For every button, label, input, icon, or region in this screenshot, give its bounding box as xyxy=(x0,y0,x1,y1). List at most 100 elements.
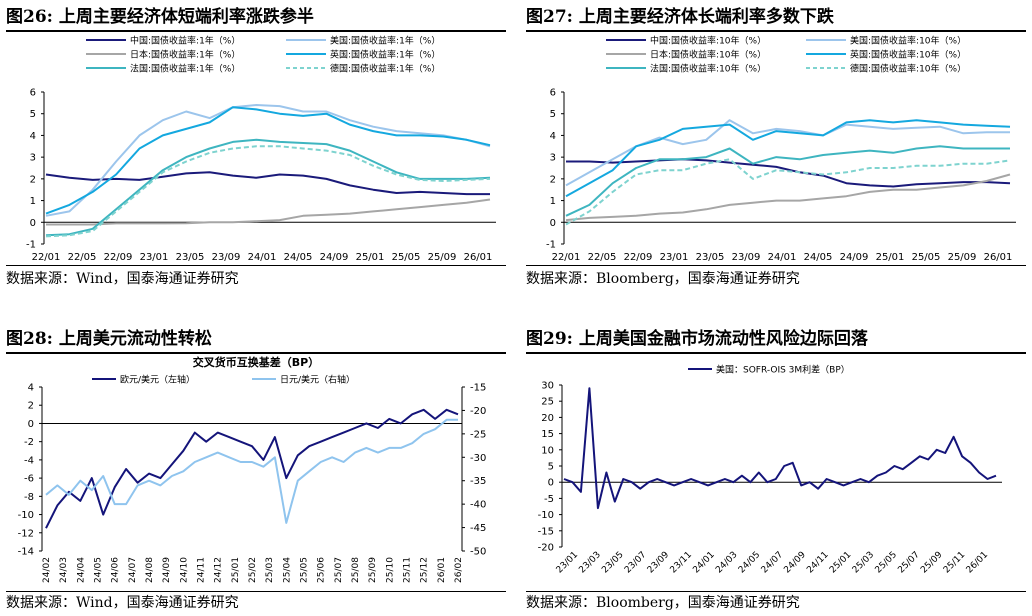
fig29-chart: 美国：SOFR-OIS 3M利差（BP） 30 25 20 15 10 5 0 -5 -10 -15… xyxy=(538,364,1002,576)
x-tick-label-7: 24/03 xyxy=(714,550,739,575)
x-tick-label-10: 25/05 xyxy=(912,252,941,263)
x-tick-label-0: 22/01 xyxy=(32,252,61,263)
x-tick-label-16: 25/09 xyxy=(919,550,945,576)
x-tick-label-24: 26/02 xyxy=(454,557,464,583)
x-tick-label-11: 25/09 xyxy=(948,252,977,263)
legend-label-3: 英国:国债收益率:1年（%） xyxy=(330,49,440,61)
fig29-source: 数据来源：Bloomberg，国泰海通证券研究 xyxy=(526,595,800,611)
y-right-tick-label-0: -15 xyxy=(470,383,486,394)
x-tick-label-4: 24/06 xyxy=(111,557,121,583)
y-tick-label-4: 3 xyxy=(30,153,36,164)
x-tick-label-23: 26/01 xyxy=(437,557,447,583)
legend-label-2: 日本:国债收益率:10年（%） xyxy=(650,49,766,61)
chart-title: 交叉货币互换基差（BP） xyxy=(193,355,319,369)
y-left-tick-label-0: 4 xyxy=(28,383,34,394)
fig29-source-rule xyxy=(526,591,1026,592)
x-tick-label-0: 22/01 xyxy=(552,252,581,263)
fig28-title-rule xyxy=(6,352,506,354)
x-tick-label-6: 24/08 xyxy=(145,557,155,583)
legend-label-0: 美国：SOFR-OIS 3M利差（BP） xyxy=(716,364,850,376)
panel-fig27: 图27: 上周主要经济体长端利率多数下跌 中国:国债收益率:10年（%） 美国:国… xyxy=(526,4,1026,294)
series-line-4 xyxy=(45,138,491,237)
fig28-source: 数据来源：Wind，国泰海通证券研究 xyxy=(6,595,239,611)
x-tick-label-8: 24/10 xyxy=(179,557,189,583)
x-tick-label-4: 23/05 xyxy=(696,252,725,263)
series-line-0 xyxy=(45,408,459,529)
x-tick-label-3: 23/01 xyxy=(660,252,689,263)
x-tick-label-2: 22/09 xyxy=(624,252,653,263)
y-tick-label-3: 2 xyxy=(550,174,556,185)
y-left-tick-label-1: 2 xyxy=(28,401,34,412)
panel-fig26: 图26: 上周主要经济体短端利率涨跌参半 中国:国债收益率:1年（%） 美国:国债… xyxy=(6,4,506,294)
panel-fig28: 图28: 上周美元流动性转松 交叉货币互换基差（BP） 欧元/美元（左轴） 日元/美… xyxy=(6,326,506,616)
x-tick-label-2: 24/04 xyxy=(76,557,86,583)
x-tick-label-14: 25/05 xyxy=(874,550,899,575)
x-tick-label-9: 24/07 xyxy=(760,550,785,575)
y-tick-label-9: -15 xyxy=(538,526,554,537)
fig28-source-rule xyxy=(6,591,506,592)
x-tick-label-5: 23/09 xyxy=(212,252,241,263)
x-tick-label-15: 25/07 xyxy=(896,550,921,575)
x-tick-label-11: 24/11 xyxy=(805,550,830,575)
y-tick-label-5: 5 xyxy=(548,462,554,473)
x-tick-label-17: 25/07 xyxy=(334,557,344,583)
legend-label-3: 英国:国债收益率:10年（%） xyxy=(850,49,966,61)
y-left-tick-label-5: -6 xyxy=(24,474,34,485)
x-tick-label-19: 25/09 xyxy=(368,557,378,583)
fig29-title-rule xyxy=(526,352,1026,354)
y-right-tick-label-3: -30 xyxy=(470,453,486,464)
y-tick-label-8: -10 xyxy=(538,510,554,521)
x-tick-label-21: 25/11 xyxy=(403,557,413,583)
y-tick-label-2: 1 xyxy=(550,196,556,207)
fig26-source-rule xyxy=(6,265,506,266)
legend-label-1: 日元/美元（右轴） xyxy=(280,374,355,386)
fig27-title-rule xyxy=(526,30,1026,32)
series-line-0 xyxy=(566,158,1011,188)
series-line-5 xyxy=(565,158,1011,226)
y-right-tick-label-2: -25 xyxy=(470,429,486,440)
x-tick-label-6: 24/01 xyxy=(691,550,716,575)
fig27-title: 图27: 上周主要经济体长端利率多数下跌 xyxy=(526,7,834,27)
fig28-chart: 交叉货币互换基差（BP） 欧元/美元（左轴） 日元/美元（右轴） 4 2 0 -2 -4 -6 -… xyxy=(18,355,487,583)
x-tick-label-10: 24/09 xyxy=(782,550,808,576)
legend-label-0: 中国:国债收益率:1年（%） xyxy=(130,35,240,47)
y-tick-label-0: -1 xyxy=(26,240,36,251)
x-tick-label-12: 26/01 xyxy=(984,252,1013,263)
x-tick-label-8: 24/05 xyxy=(737,550,762,575)
y-left-tick-label-3: -2 xyxy=(24,437,34,448)
fig27-source-rule xyxy=(526,265,1026,266)
y-tick-label-7: -5 xyxy=(544,494,554,505)
x-tick-label-1: 22/05 xyxy=(588,252,617,263)
y-left-tick-label-9: -14 xyxy=(18,547,34,558)
legend-label-1: 美国:国债收益率:1年（%） xyxy=(330,35,440,47)
legend-label-4: 法国:国债收益率:10年（%） xyxy=(650,63,766,75)
y-left-tick-label-6: -8 xyxy=(24,492,34,503)
x-tick-label-7: 24/05 xyxy=(284,252,313,263)
series-line-3 xyxy=(45,106,491,215)
legend-label-2: 日本:国债收益率:1年（%） xyxy=(130,49,240,61)
x-tick-label-15: 25/05 xyxy=(300,557,310,583)
x-tick-label-4: 23/09 xyxy=(646,550,672,576)
fig26-chart: 中国:国债收益率:1年（%） 美国:国债收益率:1年（%） 日本:国债收益率:1年（… xyxy=(26,35,496,263)
x-tick-label-12: 25/02 xyxy=(248,557,258,583)
y-tick-label-1: 25 xyxy=(541,397,554,408)
y-tick-label-6: 5 xyxy=(30,109,36,120)
y-right-tick-label-7: -50 xyxy=(470,547,486,558)
y-tick-label-1: 0 xyxy=(30,218,36,229)
y-tick-label-2: 1 xyxy=(30,196,36,207)
x-tick-label-7: 24/05 xyxy=(804,252,833,263)
x-tick-label-17: 25/11 xyxy=(942,550,967,575)
x-tick-label-9: 25/01 xyxy=(876,252,905,263)
y-right-tick-label-5: -40 xyxy=(470,500,486,511)
fig26-title-rule xyxy=(6,30,506,32)
x-tick-label-10: 25/05 xyxy=(392,252,421,263)
series-line-4 xyxy=(565,145,1010,217)
y-right-tick-label-1: -20 xyxy=(470,406,486,417)
x-tick-label-6: 24/01 xyxy=(248,252,277,263)
y-tick-label-4: 3 xyxy=(550,153,556,164)
fig28-title: 图28: 上周美元流动性转松 xyxy=(6,329,212,349)
y-tick-label-0: 30 xyxy=(541,381,554,392)
x-tick-label-3: 23/07 xyxy=(623,550,648,575)
x-tick-label-16: 25/06 xyxy=(317,557,327,583)
legend-label-0: 中国:国债收益率:10年（%） xyxy=(650,35,766,47)
